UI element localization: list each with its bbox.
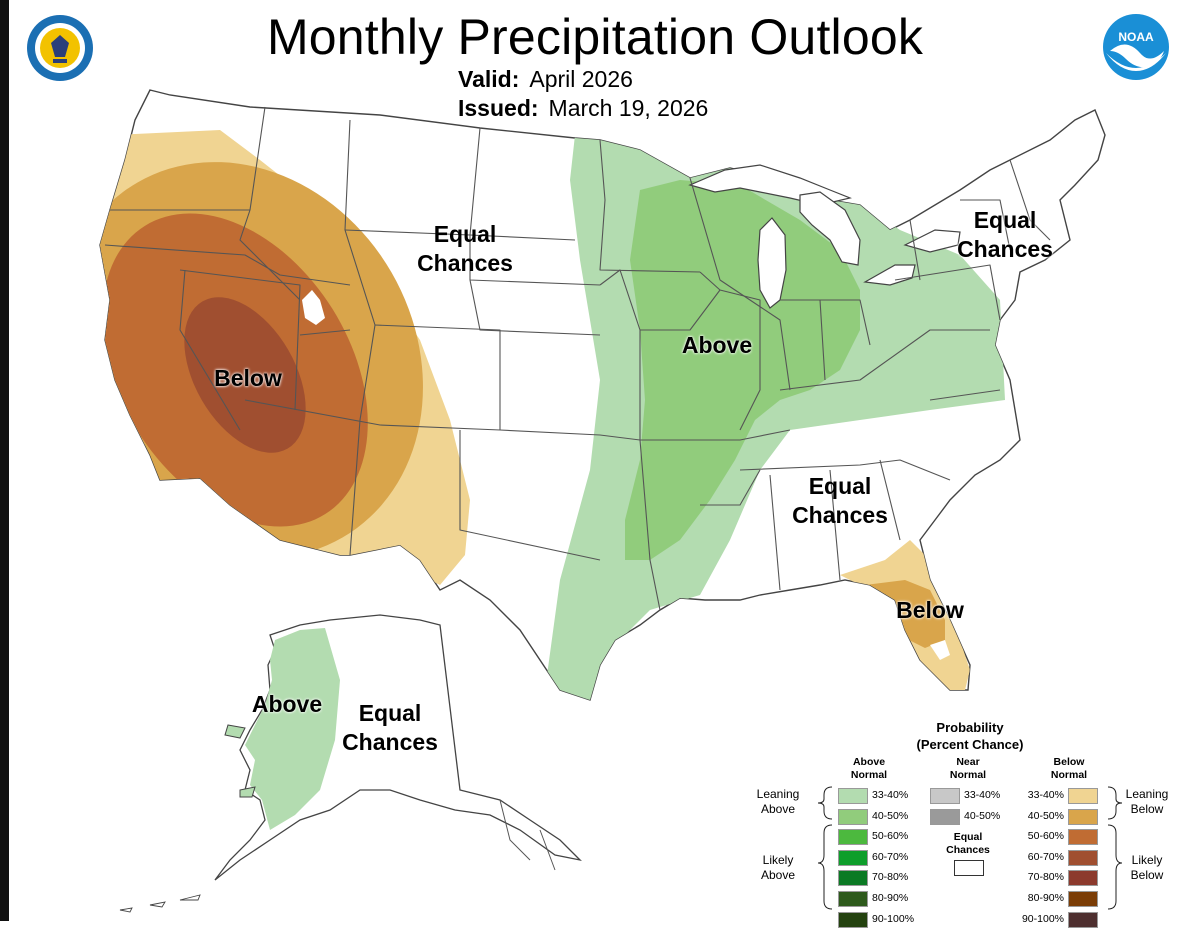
- legend-side-line: Leaning: [1125, 787, 1169, 801]
- legend-swatch-above-1: [838, 808, 868, 825]
- label-alaska-equal-chances: Equal Chances: [330, 699, 450, 757]
- legend-swatch-above-0: [838, 788, 868, 804]
- legend-range-below-4: 70-80%: [1027, 871, 1064, 884]
- label-southeast-equal-chances: Equal Chances: [780, 472, 900, 530]
- legend-range-above-0: 33-40%: [872, 789, 909, 801]
- legend-range-above-6: 90-100%: [872, 912, 915, 925]
- valid-line: Valid: April 2026: [458, 66, 633, 93]
- legend-range-below-3: 60-70%: [1027, 850, 1064, 863]
- legend-ec-line: Equal: [953, 831, 983, 843]
- legend-range-below-1: 40-50%: [1027, 809, 1064, 822]
- legend-range-near-1: 40-50%: [964, 809, 1001, 822]
- legend-range-above-3: 60-70%: [872, 850, 909, 863]
- label-line: Chances: [417, 250, 513, 276]
- legend-swatch-near-0: [930, 788, 960, 804]
- legend-head-line: Normal: [1050, 769, 1088, 781]
- legend-swatch-above-4: [838, 870, 868, 887]
- legend-range-below-2: 50-60%: [1027, 830, 1064, 843]
- legend-swatch-below-1: [1068, 808, 1098, 825]
- label-west-below: Below: [214, 365, 282, 391]
- legend-braces: [817, 786, 1123, 910]
- legend-range-below-5: 80-90%: [1027, 892, 1064, 904]
- issued-line: Issued: March 19, 2026: [458, 95, 708, 122]
- label-alaska-above: Above: [251, 691, 323, 717]
- legend-head-line: Above: [852, 756, 886, 768]
- valid-label: Valid:: [458, 66, 520, 92]
- legend-range-above-2: 50-60%: [872, 830, 909, 843]
- legend-swatch-above-5: [838, 891, 868, 907]
- legend-side-line: Below: [1130, 868, 1164, 882]
- legend-side-line: Above: [760, 802, 796, 816]
- valid-value: April 2026: [529, 66, 633, 92]
- noaa-logo-icon: NOAA: [1103, 14, 1169, 80]
- label-line: Equal: [808, 473, 872, 499]
- legend-range-above-1: 40-50%: [872, 809, 909, 822]
- legend-side-line: Likely: [762, 853, 794, 867]
- legend-swatch-below-4: [1068, 870, 1098, 887]
- legend-head-line: Normal: [850, 769, 888, 781]
- label-line: Chances: [342, 729, 438, 755]
- legend-leaning-below: Leaning Below: [1118, 787, 1176, 817]
- label-line: Equal: [433, 221, 497, 247]
- legend-range-below-0: 33-40%: [1027, 789, 1064, 801]
- legend-range-above-4: 70-80%: [872, 871, 909, 884]
- legend-swatch-near-1: [930, 808, 960, 825]
- legend-leaning-above: Leaning Above: [750, 787, 806, 817]
- legend-head-line: Normal: [949, 769, 987, 781]
- legend-title-line: Probability: [936, 720, 1004, 735]
- legend-swatch-above-3: [838, 849, 868, 866]
- page-title: Monthly Precipitation Outlook: [266, 9, 924, 65]
- label-florida-below: Below: [896, 597, 964, 623]
- label-northeast-equal-chances: Equal Chances: [945, 206, 1065, 264]
- window-edge: [0, 0, 9, 921]
- legend-swatch-below-6: [1068, 911, 1098, 928]
- legend-likely-above: Likely Above: [750, 853, 806, 883]
- legend-side-line: Leaning: [756, 787, 800, 801]
- legend-side-line: Above: [760, 868, 796, 882]
- legend-side-line: Likely: [1131, 853, 1163, 867]
- label-line: Chances: [957, 236, 1053, 262]
- label-line: Equal: [973, 207, 1037, 233]
- legend-swatch-below-2: [1068, 829, 1098, 846]
- legend-head-near: Near Normal: [933, 756, 1003, 782]
- label-midwest-above: Above: [681, 332, 753, 358]
- legend-head-line: Near: [956, 756, 980, 768]
- legend-head-line: Below: [1053, 756, 1085, 768]
- legend-ec-line: Chances: [946, 844, 990, 856]
- probability-legend: Probability (Percent Chance) Above Norma…: [740, 715, 1180, 928]
- issued-value: March 19, 2026: [548, 95, 709, 121]
- legend-range-near-0: 33-40%: [964, 789, 1001, 801]
- legend-title: Probability (Percent Chance): [890, 719, 1050, 753]
- legend-swatch-below-0: [1068, 788, 1098, 804]
- legend-head-below: Below Normal: [1034, 756, 1104, 782]
- department-of-commerce-seal-icon: [27, 15, 93, 81]
- label-line: Chances: [792, 502, 888, 528]
- legend-range-above-5: 80-90%: [872, 892, 909, 904]
- legend-title-line: (Percent Chance): [916, 737, 1024, 752]
- legend-equal-chances-label: Equal Chances: [936, 831, 1000, 857]
- label-north-central-equal-chances: Equal Chances: [405, 220, 525, 278]
- legend-side-line: Below: [1130, 802, 1164, 816]
- legend-swatch-below-5: [1068, 891, 1098, 907]
- noaa-logo-text: NOAA: [1118, 30, 1154, 44]
- legend-swatch-below-3: [1068, 849, 1098, 866]
- label-line: Equal: [358, 700, 422, 726]
- legend-swatch-above-2: [838, 829, 868, 846]
- issued-label: Issued:: [458, 95, 539, 121]
- legend-range-below-6: 90-100%: [1021, 912, 1064, 925]
- legend-equal-chances-swatch: [954, 860, 984, 876]
- legend-likely-below: Likely Below: [1118, 853, 1176, 883]
- legend-swatch-above-6: [838, 911, 868, 928]
- legend-head-above: Above Normal: [834, 756, 904, 782]
